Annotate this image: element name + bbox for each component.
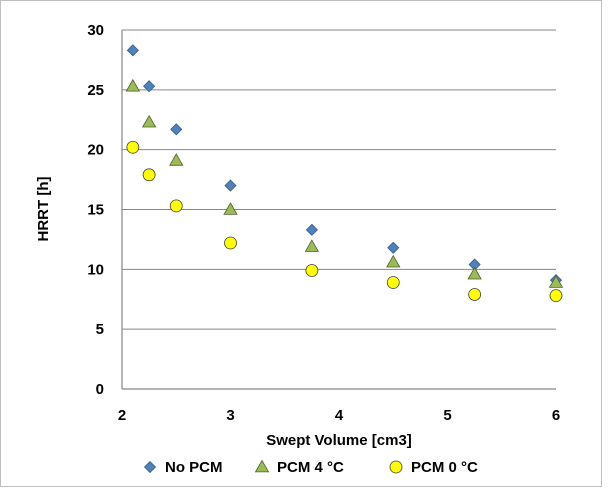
tick-labels: 0 5 10 15 20 25 30 2 3 4 5 6	[87, 22, 560, 424]
legend-marker-circle	[389, 460, 403, 474]
y-tick-label: 20	[87, 142, 104, 159]
legend-marker-shape	[143, 460, 157, 474]
data-point	[224, 179, 237, 192]
x-tick-label: 4	[335, 407, 344, 424]
y-tick-label: 25	[87, 82, 104, 99]
x-tick-label: 5	[443, 407, 451, 424]
data-point	[143, 80, 156, 93]
y-tick-label: 0	[96, 381, 104, 398]
legend-marker-diamond	[143, 460, 157, 474]
data-point	[169, 199, 183, 213]
data-point	[468, 288, 482, 301]
legend-label: PCM 0 °C	[411, 459, 478, 476]
data-point	[142, 168, 156, 182]
data-point	[548, 275, 564, 288]
y-axis-title: HRRT [h]	[35, 177, 52, 242]
data-point	[126, 140, 140, 154]
y-tick-label: 10	[87, 261, 104, 278]
data-point	[223, 202, 238, 215]
data-point	[169, 153, 184, 166]
x-axis-title: Swept Volume [cm3]	[266, 432, 412, 449]
y-tick-label: 15	[87, 202, 104, 219]
legend-item-no-pcm: No PCM	[143, 459, 223, 476]
data-point	[467, 266, 482, 280]
x-tick-label: 6	[552, 407, 560, 424]
data-point	[126, 44, 139, 57]
legend-label: No PCM	[165, 459, 223, 476]
y-tick-label: 5	[96, 321, 104, 338]
data-point	[386, 276, 400, 289]
data-point	[125, 78, 141, 92]
data-point	[141, 114, 157, 128]
legend-label: PCM 4 °C	[277, 459, 344, 476]
data-point	[387, 241, 400, 254]
gridlines	[122, 29, 556, 330]
data-point	[305, 223, 318, 236]
x-tick-label: 2	[118, 407, 126, 424]
legend-marker-shape	[389, 460, 403, 474]
chart-frame	[0, 0, 602, 487]
legend-item-pcm-4c: PCM 4 °C	[254, 459, 344, 476]
y-tick-label: 30	[87, 22, 104, 39]
data-points	[125, 44, 564, 303]
legend: No PCM PCM 4 °C PCM 0 °C	[143, 459, 478, 476]
legend-marker-triangle	[254, 459, 270, 473]
data-point	[304, 239, 320, 252]
data-point	[549, 289, 563, 303]
data-point	[170, 123, 183, 136]
data-point	[305, 264, 319, 277]
legend-item-pcm-0c: PCM 0 °C	[389, 459, 478, 476]
legend-marker-shape	[254, 459, 270, 473]
x-tick-label: 3	[226, 407, 234, 424]
data-point	[386, 254, 401, 268]
data-point	[224, 236, 237, 250]
axes	[121, 30, 556, 390]
